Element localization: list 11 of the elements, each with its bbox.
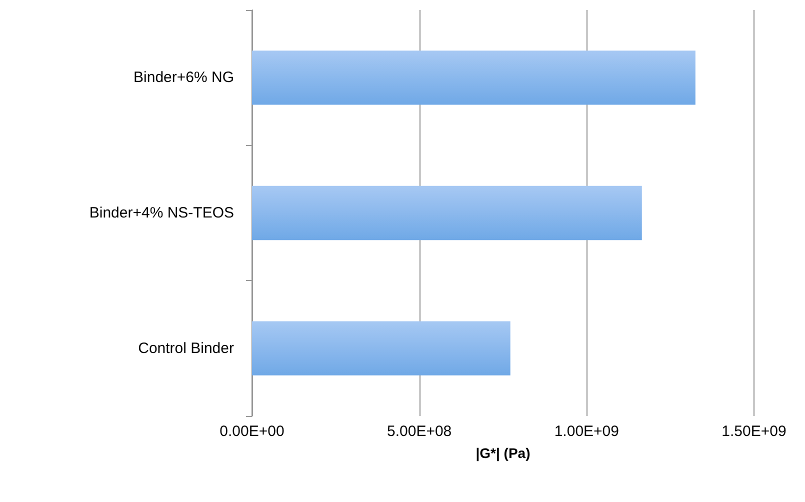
bar [252, 50, 696, 105]
x-tick-label: 0.00E+00 [220, 423, 284, 440]
y-tick-label: Binder+4% NS-TEOS [89, 204, 234, 222]
bar [252, 186, 642, 240]
x-axis-title: |G*| (Pa) [476, 445, 530, 462]
x-tick-label: 1.00E+09 [554, 423, 619, 440]
bar [252, 321, 510, 376]
x-tick-label: 1.50E+09 [722, 423, 786, 440]
y-tick-label: Binder+6% NG [134, 69, 234, 86]
x-tick-label: 5.00E+08 [387, 423, 452, 440]
y-tick-label: Control Binder [138, 340, 234, 357]
